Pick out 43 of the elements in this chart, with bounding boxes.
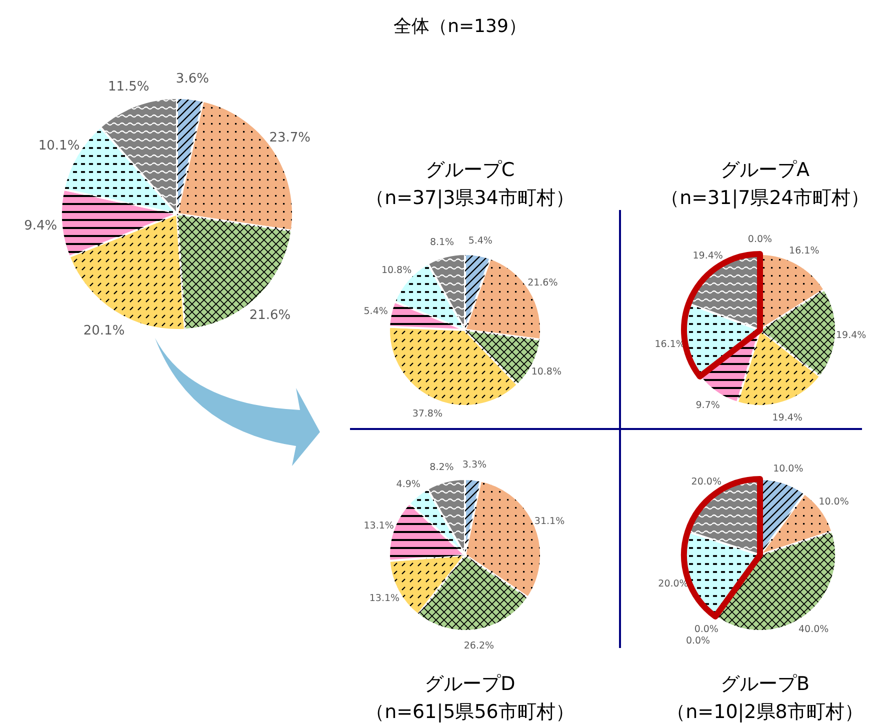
chart-title: グループA bbox=[720, 159, 810, 181]
data-label: 26.2% bbox=[464, 640, 494, 652]
data-label: 5.4% bbox=[364, 306, 388, 318]
data-label: 16.1% bbox=[789, 246, 820, 257]
data-label: 13.1% bbox=[364, 520, 394, 532]
data-label: 19.4% bbox=[836, 330, 866, 341]
text: グループD bbox=[424, 673, 516, 695]
data-label: 21.6% bbox=[249, 308, 291, 323]
data-label: 19.4% bbox=[772, 412, 802, 424]
text: （n=61|5県56市町村） bbox=[366, 701, 574, 723]
data-label: 20.1% bbox=[83, 323, 125, 338]
data-label: 37.8% bbox=[412, 408, 443, 420]
data-label: 5.4% bbox=[468, 235, 492, 246]
data-label: 10.8% bbox=[381, 265, 412, 276]
data-label: 40.0% bbox=[798, 624, 829, 636]
data-label: 20.0% bbox=[691, 476, 722, 488]
data-label: 3.6% bbox=[176, 72, 209, 87]
data-label: 21.6% bbox=[528, 278, 558, 289]
text: （n=10|2県8市町村） bbox=[666, 701, 864, 723]
data-label: 10.1% bbox=[38, 138, 80, 154]
data-label: 10.0% bbox=[773, 464, 804, 475]
data-label: 9.4% bbox=[24, 218, 58, 234]
text: 0.0% bbox=[686, 636, 710, 647]
data-label: 20.0% bbox=[658, 578, 688, 590]
text: 0.0% bbox=[748, 234, 772, 246]
data-label: 11.5% bbox=[108, 80, 150, 95]
data-label: 3.3% bbox=[462, 460, 487, 471]
chart-subtitle: （n=31|7県24市町村） bbox=[660, 187, 870, 209]
data-label: 9.7% bbox=[696, 400, 720, 412]
data-label: 10.0% bbox=[818, 496, 849, 508]
text: 全体（n=139） bbox=[394, 16, 526, 37]
data-label: 19.4% bbox=[692, 250, 723, 262]
chart-subtitle: （n=37|3県34市町村） bbox=[366, 187, 574, 209]
chart-title: グループC bbox=[425, 159, 515, 181]
data-label: 23.7% bbox=[269, 130, 311, 146]
data-label: 8.2% bbox=[430, 462, 454, 474]
data-label: 10.8% bbox=[531, 366, 562, 378]
text: グループB bbox=[720, 673, 810, 695]
data-label: 31.1% bbox=[534, 516, 565, 528]
data-label: 13.1% bbox=[369, 593, 400, 604]
data-label: 8.1% bbox=[430, 237, 454, 248]
data-label: 4.9% bbox=[396, 478, 420, 490]
text: 0.0% bbox=[694, 624, 718, 636]
